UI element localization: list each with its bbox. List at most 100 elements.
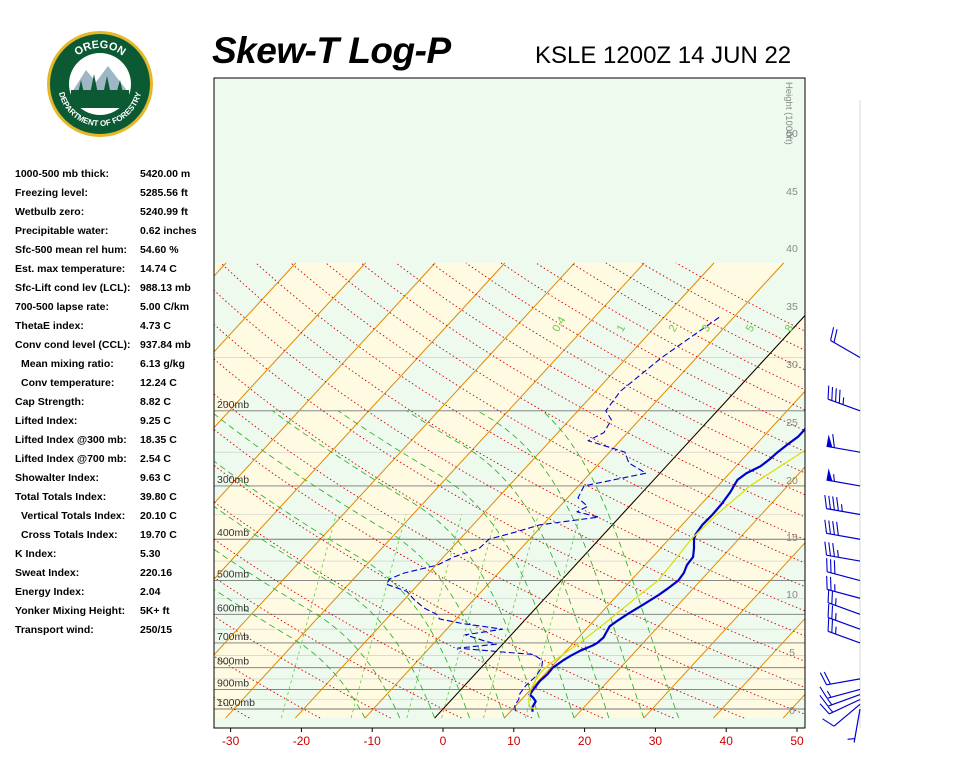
wind-barb-feather — [827, 589, 830, 603]
isotherm-line — [214, 262, 506, 580]
isotherm-line — [573, 466, 805, 719]
moist-adiabat — [214, 588, 366, 719]
stat-row: Lifted Index: 9.25 C — [15, 415, 215, 434]
wind-barb-feather — [822, 718, 835, 727]
parcel-profile — [528, 449, 805, 710]
mixing-ratio-line — [406, 514, 463, 719]
wind-barb — [826, 434, 861, 453]
height-tick-label: 25 — [786, 417, 798, 429]
stat-label: 700-500 lapse rate: — [15, 301, 109, 313]
wind-profile — [819, 100, 861, 743]
pressure-label: 800mb — [217, 656, 249, 668]
wind-barb — [819, 693, 861, 707]
stat-value: 9.25 C — [140, 415, 171, 427]
stat-row: Total Totals Index: 39.80 C — [15, 491, 215, 510]
oregon-department-of-forestry-logo: OREGON DEPARTMENT OF FORESTRY — [47, 31, 153, 137]
stat-label: Sfc-500 mean rel hum: — [15, 244, 128, 256]
wind-barb-staff — [827, 630, 861, 644]
dry-adiabat — [214, 464, 674, 719]
wind-barb-pennant — [826, 434, 833, 448]
height-tick-label: 0 — [789, 705, 795, 717]
wind-barb-half-feather — [842, 397, 845, 405]
isotherm-band — [783, 694, 805, 719]
isotherm-band — [853, 263, 960, 718]
wind-barb-feather — [838, 389, 841, 404]
wind-barb-feather — [833, 329, 838, 343]
stat-value: 937.84 mb — [140, 339, 191, 351]
isotherm-band — [225, 262, 715, 719]
wind-barb-pennant — [826, 468, 833, 482]
dry-adiabat — [214, 696, 250, 719]
stat-value: 5K+ ft — [140, 605, 170, 617]
dry-adiabat — [0, 263, 179, 718]
stat-label: Yonker Mixing Height: — [15, 605, 126, 617]
x-tick-label: 50 — [790, 734, 804, 748]
isotherm-band — [923, 263, 960, 718]
stat-value: 5240.99 ft — [140, 206, 188, 218]
stat-row: Cross Totals Index: 19.70 C — [15, 529, 215, 548]
wind-barb-feather — [828, 520, 832, 535]
isotherm-line — [214, 262, 366, 429]
wind-barb-feather — [832, 521, 835, 535]
stat-value: 0.62 inches — [140, 225, 197, 237]
wind-barb — [827, 589, 861, 615]
isotherm-line — [713, 617, 805, 719]
stat-row: Lifted Index @700 mb: 2.54 C — [15, 453, 215, 472]
wind-barb-feather — [823, 671, 831, 685]
pressure-label: 600mb — [217, 602, 249, 614]
height-tick-label: 20 — [786, 475, 798, 487]
wind-barb-feather — [835, 388, 837, 402]
pressure-label: 500mb — [217, 569, 249, 581]
wind-barb-staff — [827, 693, 861, 707]
stat-label: ThetaE index: — [15, 320, 84, 332]
stat-label: Energy Index: — [15, 586, 85, 598]
isotherm-line — [504, 390, 805, 719]
mixing-ratio-label: 3 — [700, 323, 713, 334]
stat-row: Cap Strength: 8.82 C — [15, 396, 215, 415]
stat-label: Freezing level: — [15, 187, 88, 199]
wind-barb-feather — [836, 497, 839, 511]
stat-row: 1000-500 mb thick: 5420.00 m — [15, 168, 215, 187]
mixing-ratio-label: 1 — [615, 323, 628, 334]
pressure-label: 900mb — [217, 677, 249, 689]
freezing-isotherm — [434, 314, 805, 719]
stat-row: ThetaE index: 4.73 C — [15, 320, 215, 339]
wind-barb-staff — [833, 703, 861, 727]
stat-value: 18.35 C — [140, 434, 177, 446]
moist-adiabat — [542, 410, 679, 719]
stat-row: Vertical Totals Index: 20.10 C — [15, 510, 215, 529]
wind-barb-feather — [836, 521, 839, 536]
wind-barb — [826, 558, 861, 582]
wind-barb-feather — [819, 703, 830, 715]
pressure-label: 1000mb — [217, 697, 255, 709]
mixing-ratio-line — [483, 514, 539, 719]
isotherm-line — [225, 262, 645, 719]
stat-value: 14.74 C — [140, 263, 177, 275]
wind-barb-staff — [826, 508, 861, 516]
wind-barb-feather — [827, 603, 830, 618]
x-tick-label: 20 — [578, 734, 592, 748]
stat-row: Sweat Index: 220.16 — [15, 567, 215, 586]
stat-row: 700-500 lapse rate: 5.00 C/km — [15, 301, 215, 320]
wind-barb-feather — [832, 434, 835, 448]
wind-barb-staff — [853, 708, 861, 743]
stat-label: K Index: — [15, 548, 57, 560]
stat-label: Lifted Index @300 mb: — [15, 434, 127, 446]
wind-barb — [824, 519, 861, 540]
wind-barb-staff — [827, 588, 861, 599]
stat-row: Conv cond level (CCL): 937.84 mb — [15, 339, 215, 358]
wind-barb-feather — [830, 327, 835, 341]
wind-barb-half-feather — [826, 690, 832, 698]
wind-barb — [824, 495, 861, 516]
stat-label: Mean mixing ratio: — [21, 358, 114, 370]
stat-value: 20.10 C — [140, 510, 177, 522]
dry-adiabat — [214, 428, 745, 719]
dry-adiabat — [214, 538, 533, 719]
stat-row: Wetbulb zero: 5240.99 ft — [15, 206, 215, 225]
height-tick-label: 10 — [786, 589, 798, 601]
mixing-ratio-label: 8 — [783, 323, 796, 334]
wind-barb-feather — [819, 695, 829, 707]
dry-adiabat — [214, 576, 462, 719]
wind-barb-feather — [831, 605, 834, 619]
stat-value: 988.13 mb — [140, 282, 191, 294]
